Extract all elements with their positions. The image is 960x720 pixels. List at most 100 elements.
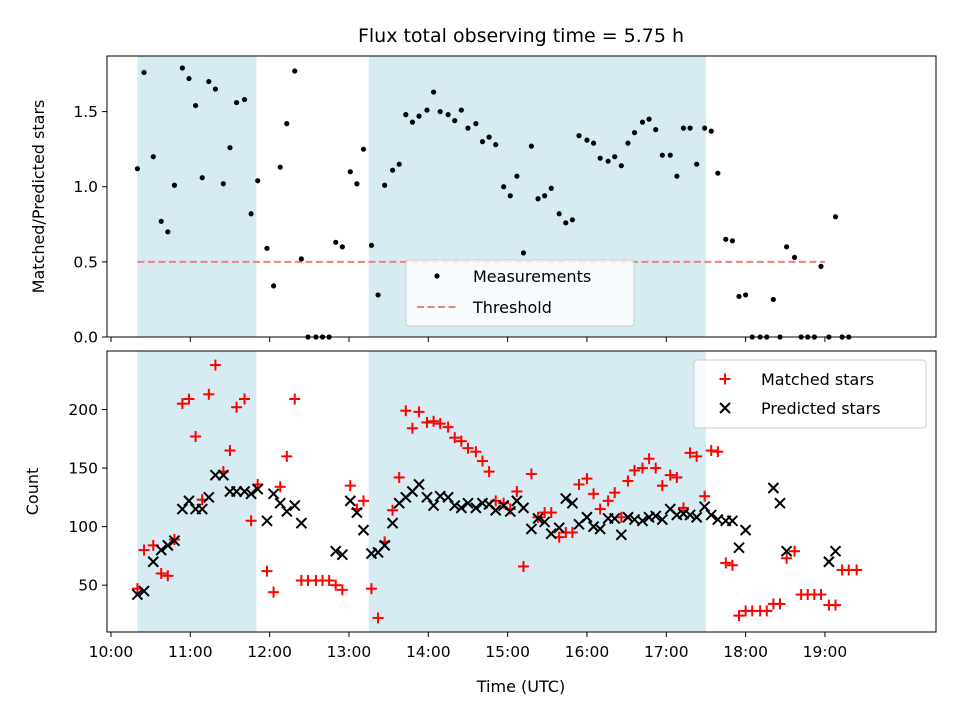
measurement-point bbox=[612, 154, 618, 160]
measurement-point bbox=[618, 163, 624, 169]
plot-frame-top bbox=[106, 55, 937, 338]
legend-marker-matched bbox=[719, 373, 731, 385]
predicted-star-point bbox=[245, 488, 257, 500]
matched-star-point bbox=[671, 471, 683, 483]
measurement-point bbox=[339, 244, 345, 250]
measurement-point bbox=[255, 178, 261, 184]
x-tick-label: 13:00 bbox=[327, 643, 372, 661]
y-tick-label: 100 bbox=[68, 518, 98, 536]
matched-star-point bbox=[387, 504, 399, 516]
x-axis-ticks-bottom: 10:00 11:00 12:00 13:00 14:00 15:00 16:00 17:00… bbox=[89, 632, 848, 661]
measurement-point bbox=[416, 113, 422, 119]
measurement-point bbox=[179, 65, 185, 71]
y-tick-label: 1.5 bbox=[73, 103, 98, 121]
measurement-point bbox=[199, 175, 205, 181]
measurement-point bbox=[192, 102, 199, 109]
matched-star-point bbox=[462, 442, 474, 454]
measurement-point bbox=[723, 236, 729, 242]
matched-star-point bbox=[650, 462, 662, 474]
matched-star-point bbox=[470, 446, 482, 458]
measurement-point bbox=[465, 125, 471, 131]
x-tick-label: 12:00 bbox=[247, 643, 292, 661]
measurement-point bbox=[694, 161, 700, 167]
matched-star-point bbox=[476, 455, 488, 467]
predicted-star-point bbox=[203, 491, 215, 504]
measurement-point bbox=[832, 214, 839, 220]
matched-star-point bbox=[365, 583, 377, 595]
matched-star-point bbox=[594, 503, 606, 515]
measurement-point bbox=[528, 143, 535, 149]
legend-box-bottom bbox=[693, 359, 927, 429]
measurement-point bbox=[347, 169, 353, 175]
predicted-star-point bbox=[131, 588, 144, 601]
measurements-series bbox=[134, 65, 852, 340]
predicted-star-point bbox=[823, 556, 835, 568]
measurement-point bbox=[486, 134, 492, 140]
measurement-point bbox=[437, 108, 443, 115]
matched-star-point bbox=[609, 487, 621, 499]
predicted-star-point bbox=[490, 504, 502, 516]
measurement-point bbox=[409, 119, 416, 125]
x-tick-label: 19:00 bbox=[803, 643, 848, 661]
matched-star-point bbox=[636, 462, 648, 474]
predicted-star-point bbox=[566, 497, 579, 509]
matched-star-point bbox=[726, 559, 738, 571]
predicted-star-point bbox=[386, 517, 399, 529]
measurement-point bbox=[770, 296, 776, 303]
matched-star-point bbox=[138, 544, 150, 556]
matched-star-point bbox=[162, 570, 174, 582]
matched-star-point bbox=[281, 450, 293, 462]
matched-star-point bbox=[720, 557, 732, 569]
matched-star-point bbox=[183, 393, 195, 405]
predicted-star-point bbox=[587, 520, 600, 533]
matched-star-point bbox=[434, 418, 446, 430]
matched-star-point bbox=[400, 405, 412, 417]
measurement-point bbox=[186, 75, 192, 82]
matched-star-point bbox=[372, 612, 384, 624]
matched-star-point bbox=[643, 453, 655, 465]
matched-star-point bbox=[483, 466, 495, 478]
measurement-point bbox=[631, 130, 638, 136]
measurement-point bbox=[452, 118, 458, 124]
y-tick-label: 200 bbox=[68, 401, 98, 419]
x-tick-label: 15:00 bbox=[485, 643, 530, 661]
matched-star-point bbox=[691, 450, 703, 462]
measurement-point bbox=[715, 170, 721, 176]
predicted-star-point bbox=[344, 495, 356, 507]
matched-star-point bbox=[261, 565, 273, 577]
measurement-point bbox=[514, 173, 520, 179]
predicted-star-point bbox=[449, 499, 461, 512]
measurement-point bbox=[134, 166, 141, 172]
y-axis-label-bottom: Count bbox=[23, 468, 42, 516]
measurement-point bbox=[298, 256, 304, 262]
predicted-star-point bbox=[351, 506, 363, 519]
matched-star-point bbox=[455, 435, 467, 447]
predicted-star-point bbox=[267, 488, 280, 500]
measurement-point bbox=[375, 292, 381, 298]
matched-star-point bbox=[622, 475, 634, 487]
predicted-star-point bbox=[455, 502, 468, 514]
measurement-point bbox=[556, 211, 562, 217]
matched-star-point bbox=[274, 481, 286, 493]
measurement-point bbox=[576, 133, 582, 139]
predicted-star-point bbox=[176, 503, 189, 515]
measurement-point bbox=[791, 254, 798, 260]
matched-star-point bbox=[677, 502, 689, 514]
predicted-star-point bbox=[622, 511, 634, 523]
chart-title: Flux total observing time = 5.75 h bbox=[358, 25, 684, 47]
legend-label-matched: Matched stars bbox=[761, 370, 874, 389]
measurement-point bbox=[206, 78, 212, 85]
matched-star-point bbox=[602, 495, 614, 507]
predicted-star-point bbox=[274, 497, 286, 509]
matched-star-point bbox=[511, 486, 523, 497]
predicted-star-point bbox=[698, 501, 711, 513]
predicted-star-point bbox=[138, 585, 150, 597]
y-tick-label: 150 bbox=[68, 460, 98, 478]
measurement-point bbox=[141, 69, 147, 76]
matched-star-point bbox=[615, 511, 627, 523]
matched-star-point bbox=[442, 421, 454, 433]
measurement-point bbox=[403, 112, 409, 118]
predicted-star-point bbox=[615, 529, 628, 541]
measurement-point bbox=[729, 238, 735, 244]
predicted-star-point bbox=[553, 522, 565, 534]
